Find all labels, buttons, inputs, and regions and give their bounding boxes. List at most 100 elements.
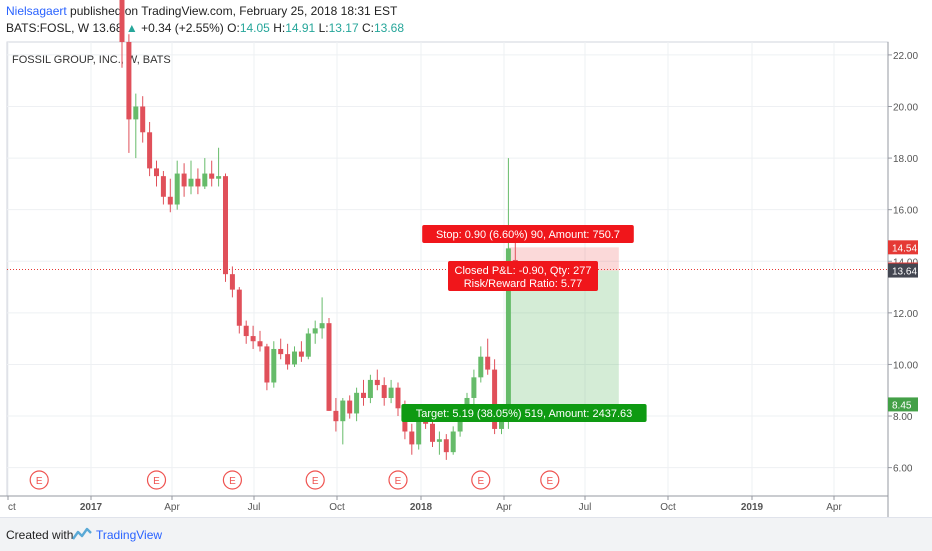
candle (478, 356, 484, 378)
price-tag-label: 14.54 (892, 243, 917, 254)
price-tag (888, 240, 918, 255)
pnl-label: Closed P&L: -0.90, Qty: 277 (455, 265, 592, 277)
candle (374, 379, 380, 386)
candle (416, 418, 422, 445)
grid (6, 41, 889, 497)
candle (485, 356, 491, 370)
candle (333, 410, 339, 422)
low-label: L: (318, 21, 329, 35)
earnings-marker-label: E (36, 476, 43, 487)
candle (312, 328, 318, 334)
publish-line: Nielsagaert published on TradingView.com… (6, 3, 404, 20)
x-tick-label: 2017 (80, 502, 103, 513)
candle (457, 416, 463, 432)
candle (471, 377, 477, 398)
price-axis[interactable]: 22.0020.0018.0016.0014.0012.0010.008.006… (887, 42, 918, 517)
price-tag-label: 8.45 (892, 400, 912, 411)
close-label: C: (361, 21, 374, 35)
target-zone (508, 270, 619, 405)
candle (160, 176, 166, 197)
x-tick-label: Apr (826, 502, 842, 513)
plot-frame (6, 41, 889, 497)
stop-label-box (422, 225, 634, 243)
earnings-marker-label: E (229, 476, 236, 487)
candle (257, 341, 263, 347)
last-price: 13.68 (92, 21, 123, 35)
candle (395, 387, 401, 409)
candle (443, 439, 449, 453)
candle (126, 42, 132, 120)
candle (264, 346, 270, 383)
earnings-marker (222, 470, 242, 490)
candle (140, 106, 146, 133)
ohlc-line: BATS:FOSL, W 13.68 ▲ +0.34 (+2.55%) O:14… (6, 20, 404, 37)
earnings-marker-label: E (395, 476, 402, 487)
author-link[interactable]: Nielsagaert (6, 4, 67, 18)
candle (499, 416, 504, 429)
chart-header: Nielsagaert published on TradingView.com… (6, 3, 404, 37)
candle (436, 439, 442, 442)
pnl-label-box (448, 261, 598, 291)
candle (188, 178, 194, 187)
footer: Created with TradingView (0, 517, 932, 551)
earnings-marker-label: E (312, 476, 319, 487)
candle (450, 431, 456, 453)
earnings-marker (305, 470, 325, 490)
y-tick-label: 6.00 (893, 464, 913, 475)
earnings-marker (146, 470, 167, 490)
open-label: O: (227, 21, 240, 35)
candle (340, 400, 346, 422)
candle (202, 173, 208, 187)
candle (430, 423, 435, 442)
y-tick-label: 12.00 (893, 309, 918, 320)
candle (167, 196, 173, 205)
candle (174, 173, 180, 205)
candle (285, 354, 291, 365)
created-with-text: Created with (6, 528, 74, 542)
symbol-label: BATS:FOSL, W (6, 21, 90, 35)
candle (347, 400, 353, 414)
candle (326, 323, 332, 411)
x-tick-label: 2019 (741, 502, 764, 513)
earnings-marker-label: E (477, 476, 484, 487)
change-value: +0.34 (+2.55%) (141, 21, 224, 35)
x-tick-label: Jul (579, 502, 592, 513)
candle (388, 387, 394, 398)
candle (319, 323, 325, 329)
candle (292, 351, 297, 365)
candle (492, 369, 498, 429)
position-labels: Stop: 0.90 (6.60%) 90, Amount: 750.7 Clos… (401, 225, 647, 422)
candle (250, 336, 256, 342)
earnings-marker (388, 470, 408, 490)
target-label: Target: 5.19 (38.05%) 519, Amount: 2437.… (416, 408, 632, 420)
tradingview-logo-icon (72, 527, 92, 540)
candle (223, 176, 228, 275)
candle (119, 0, 125, 42)
x-tick-label: Apr (496, 502, 512, 513)
tradingview-link[interactable]: TradingView (96, 528, 163, 542)
price-tag (888, 263, 918, 278)
high-value: 14.91 (285, 21, 316, 35)
earnings-marker (29, 470, 49, 490)
chart-title: FOSSIL GROUP, INC., W, BATS (12, 54, 171, 66)
candle (381, 385, 387, 398)
publish-info: published on TradingView.com, February 2… (70, 4, 398, 18)
candle (195, 178, 201, 187)
y-tick-label: 18.00 (893, 154, 918, 165)
x-tick-label: Oct (329, 502, 345, 513)
earnings-marker (471, 470, 491, 490)
time-axis[interactable]: ct 2017 Apr Jul Oct 2018 Apr Jul Oct 2019 Apr (0, 495, 888, 513)
short-position-tool[interactable] (7, 247, 888, 405)
earnings-marker-label: E (153, 476, 160, 487)
price-chart[interactable]: FOSSIL GROUP, INC., W, BATS E E E E E E E 22.0… (0, 0, 932, 517)
low-value: 13.17 (328, 21, 359, 35)
candle (216, 176, 222, 179)
close-value: 13.68 (373, 21, 404, 35)
y-tick-label: 16.00 (893, 206, 918, 217)
y-tick-label: 20.00 (893, 102, 918, 113)
candle (367, 379, 373, 398)
x-tick-label: Jul (248, 502, 261, 513)
candle (154, 168, 159, 177)
x-tick-label: Apr (164, 502, 180, 513)
